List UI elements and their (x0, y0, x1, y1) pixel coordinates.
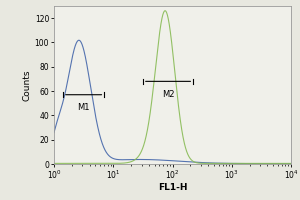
Text: M1: M1 (77, 103, 90, 112)
Text: M2: M2 (162, 90, 174, 99)
Y-axis label: Counts: Counts (23, 69, 32, 101)
X-axis label: FL1-H: FL1-H (158, 183, 187, 192)
